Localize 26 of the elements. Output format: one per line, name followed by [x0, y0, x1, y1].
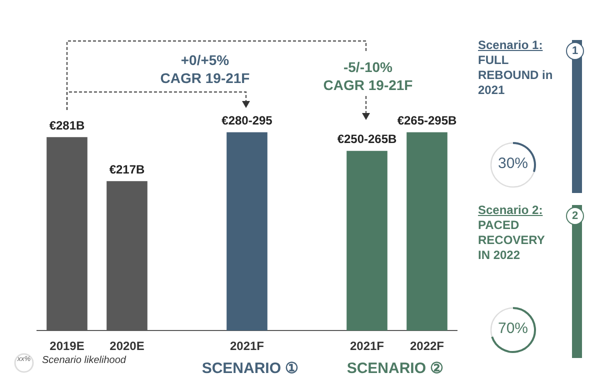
data-label: €250-265B [337, 132, 398, 146]
bar [226, 132, 268, 331]
text: -5/-10% CAGR 19-21F [323, 59, 413, 94]
data-label: €280-295 [222, 114, 273, 128]
data-label: €217B [109, 162, 146, 176]
data-label: €281B [49, 118, 86, 132]
text: FULL REBOUND in 2021 [478, 53, 554, 98]
text: PACED RECOVERY IN 2022 [478, 218, 546, 263]
bar [346, 150, 388, 331]
text: Scenario 2: [478, 203, 543, 217]
text: Scenario 1: [478, 38, 543, 52]
data-label: €265-295B [397, 114, 458, 128]
text: +0/+5% CAGR 19-21F [160, 52, 250, 87]
text: 2 [566, 207, 584, 225]
text: 70% [496, 320, 530, 337]
x-tick-label: 2019E [50, 339, 84, 354]
x-tick-label: 2020E [110, 339, 144, 354]
text: SCENARIO ② [346, 360, 444, 379]
text: 30% [496, 155, 530, 172]
text: Scenario likelihood [42, 355, 128, 368]
text: 1 [566, 42, 584, 60]
x-tick-label: 2021F [350, 339, 384, 354]
x-tick-label: 2022F [410, 339, 444, 354]
bar [406, 132, 448, 331]
x-tick-label: 2021F [230, 339, 264, 354]
text: SCENARIO ① [200, 360, 300, 379]
